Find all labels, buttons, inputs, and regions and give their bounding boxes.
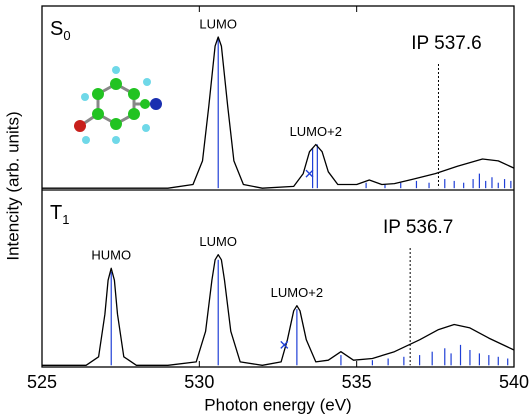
- panel-label-symbol: T: [50, 202, 62, 224]
- x-axis-label: Photon energy (eV): [204, 395, 351, 414]
- chart: Photon energy (eV) Intencity (arb. units…: [0, 0, 532, 417]
- panel-label-symbol: S: [50, 18, 63, 40]
- cross-marker: [306, 170, 313, 177]
- peak-label: LUMO: [199, 16, 237, 31]
- x-tick-label: 525: [27, 372, 57, 392]
- panel-label-subscript: 1: [62, 212, 69, 227]
- spectrum-line: [42, 255, 514, 366]
- peak-label: LUMO+2: [290, 124, 342, 139]
- ip-label: IP 537.6: [411, 33, 481, 54]
- plot-frame: [42, 6, 514, 367]
- x-tick-label: 530: [184, 372, 214, 392]
- panel-label-subscript: 0: [63, 28, 70, 43]
- peak-label: LUMO: [199, 234, 237, 249]
- y-axis-label: Intencity (arb. units): [3, 111, 22, 260]
- spectrum-line: [42, 37, 514, 188]
- panel-label: T1: [50, 202, 69, 227]
- panel-label: S0: [50, 18, 71, 43]
- ip-label: IP 536.7: [383, 217, 453, 238]
- cross-marker: [281, 341, 288, 348]
- molecule-inset: [74, 66, 162, 144]
- x-tick-label: 535: [342, 372, 372, 392]
- x-tick-label: 540: [499, 372, 529, 392]
- peak-label: LUMO+2: [271, 285, 323, 300]
- peak-label: HUMO: [91, 248, 131, 263]
